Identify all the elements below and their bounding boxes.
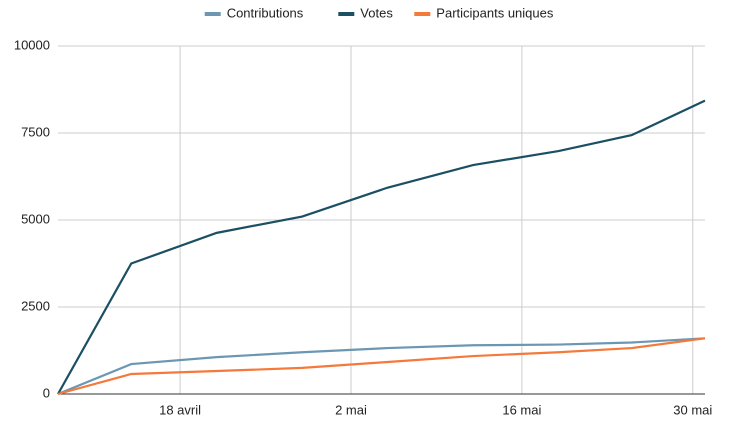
legend-label: Participants uniques bbox=[436, 5, 554, 20]
legend-swatch bbox=[204, 12, 221, 16]
y-tick-label: 2500 bbox=[21, 298, 50, 313]
legend-swatch bbox=[338, 12, 355, 16]
line-series bbox=[57, 337, 706, 396]
line-series bbox=[57, 337, 706, 396]
legend-label: Contributions bbox=[227, 5, 304, 20]
y-tick-label: 7500 bbox=[21, 124, 50, 139]
x-tick-label: 2 mai bbox=[335, 402, 367, 417]
y-tick-label: 0 bbox=[43, 385, 50, 400]
line-series bbox=[57, 99, 706, 395]
x-tick-label: 30 mai bbox=[673, 402, 712, 417]
legend-label: Votes bbox=[360, 5, 393, 20]
legend-swatch bbox=[414, 12, 431, 16]
x-tick-label: 16 mai bbox=[502, 402, 541, 417]
y-tick-label: 5000 bbox=[21, 211, 50, 226]
y-tick-label: 10000 bbox=[14, 37, 50, 52]
x-tick-label: 18 avril bbox=[159, 402, 201, 417]
